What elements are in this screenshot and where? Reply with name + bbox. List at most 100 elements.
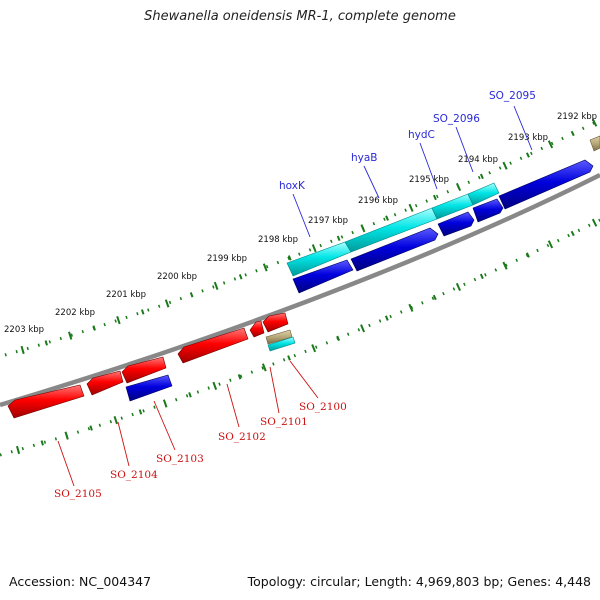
inner-tick-mark (479, 273, 484, 280)
outer-tick-mark (20, 345, 25, 355)
outer-tick-mark (68, 331, 73, 340)
scale-label-2195: 2195 kbp (409, 175, 449, 185)
inner-tick-mark (570, 230, 575, 237)
outer-tick-mark (408, 203, 414, 212)
gene-arrow-so-2096[interactable] (472, 198, 504, 223)
scale-label-2198: 2198 kbp (258, 235, 298, 245)
scale-label-2202: 2202 kbp (55, 308, 95, 318)
gene-arrow-so-2105[interactable] (7, 384, 85, 419)
gene-label-so-2103[interactable]: SO_2103 (156, 453, 204, 465)
gene-label-so-2104[interactable]: SO_2104 (110, 469, 158, 481)
outer-tick-mark (311, 244, 317, 253)
inner-tick-mark (113, 415, 118, 425)
gene-label-so-2105[interactable]: SO_2105 (54, 488, 102, 500)
gene-arrow-hoxk[interactable] (292, 259, 354, 294)
gene-arrow-so-2100[interactable] (262, 312, 289, 333)
inner-tick-mark (547, 240, 554, 249)
gene-labels-bottom: SO_2100 SO_2101 SO_2102 SO_2103 SO_2104 … (54, 401, 347, 500)
cds-feature-so-2096[interactable] (467, 182, 500, 206)
inner-tick-mark (162, 399, 168, 408)
other-feature-so-2094[interactable] (589, 135, 600, 152)
gene-label-hydc[interactable]: hydC (408, 129, 435, 141)
inner-tick-mark (384, 315, 389, 321)
gene-label-so-2095[interactable]: SO_2095 (489, 90, 536, 102)
outer-tick-mark (547, 140, 554, 149)
inner-tick-mark (287, 355, 291, 361)
reverse-strand-features (7, 312, 296, 419)
gene-arrow-so-2095[interactable] (498, 159, 594, 210)
gene-arrow-hydc[interactable] (437, 211, 475, 237)
inner-tick-mark (591, 218, 598, 227)
outer-tick-mark (92, 325, 96, 331)
outer-tick-mark (140, 309, 145, 315)
outer-tick-mark (502, 161, 508, 170)
outer-tick-mark (164, 299, 170, 308)
inner-tick-mark (455, 282, 461, 292)
inner-tick-mark (212, 381, 218, 390)
outer-tick-mark (525, 152, 530, 158)
scale-label-2196: 2196 kbp (358, 196, 398, 206)
gene-label-so-2100[interactable]: SO_2100 (299, 401, 347, 413)
inner-tick-mark (15, 445, 21, 455)
inner-tick-mark (311, 344, 317, 353)
gene-label-hoxk[interactable]: hoxK (279, 180, 306, 192)
inner-tick-mark (64, 431, 69, 440)
inner-tick-mark (237, 374, 242, 380)
accession-text: Accession: NC_004347 (9, 574, 152, 589)
scale-label-2197: 2197 kbp (308, 216, 348, 226)
label-leaders (57, 105, 533, 487)
cds-feature-so-2100[interactable] (267, 336, 296, 352)
inner-tick-mark (408, 303, 414, 312)
inner-tick-mark (336, 335, 341, 342)
inner-tick-mark (432, 294, 437, 301)
inner-tick-mark (525, 252, 530, 258)
gene-arrow-so-2101[interactable] (249, 320, 265, 338)
gene-label-hyab[interactable]: hyaB (351, 152, 378, 164)
outer-tick-mark (591, 118, 598, 127)
outer-tick-mark (479, 173, 484, 180)
scale-label-2199: 2199 kbp (207, 254, 247, 264)
inner-tick-mark (360, 324, 366, 333)
inner-tick-mark (502, 261, 508, 270)
tick-marks (15, 118, 598, 455)
inner-tick-mark (138, 409, 143, 415)
scale-labels: 2192 kbp 2193 kbp 2194 kbp 2195 kbp 2196… (4, 112, 597, 335)
outer-tick-mark (570, 130, 575, 137)
inner-tick-mark (89, 425, 93, 431)
scale-label-2192: 2192 kbp (557, 112, 597, 122)
outer-tick-mark (213, 281, 219, 290)
outer-tick-mark (287, 255, 292, 261)
scale-label-2200: 2200 kbp (157, 272, 197, 282)
outer-tick-mark (262, 263, 268, 272)
outer-tick-track (4, 118, 600, 357)
outer-tick-mark (189, 292, 194, 298)
gene-arrow-so-2103[interactable] (125, 374, 173, 402)
inner-tick-mark (188, 392, 192, 398)
gene-arrow-so-2103-red[interactable] (121, 356, 167, 384)
gene-label-so-2096[interactable]: SO_2096 (433, 113, 480, 125)
other-feature-so-2100[interactable] (265, 329, 293, 345)
gene-label-so-2101[interactable]: SO_2101 (260, 416, 308, 428)
outer-tick-mark (116, 315, 121, 325)
topology-text: Topology: circular; Length: 4,969,803 bp… (247, 574, 591, 589)
gene-label-so-2102[interactable]: SO_2102 (218, 431, 266, 443)
outer-tick-mark (455, 182, 462, 192)
outer-tick-mark (238, 274, 243, 280)
gene-arrow-hyab[interactable] (350, 227, 439, 272)
outer-tick-mark (336, 235, 341, 242)
scale-label-2194: 2194 kbp (458, 155, 498, 165)
map-title: Shewanella oneidensis MR-1, complete gen… (144, 9, 456, 24)
outer-tick-mark (385, 215, 389, 221)
outer-tick-mark (432, 194, 437, 201)
gene-arrow-so-2102[interactable] (177, 327, 249, 364)
outer-tick-mark (44, 340, 48, 346)
inner-tick-mark (40, 440, 44, 446)
scale-label-2193: 2193 kbp (508, 133, 548, 143)
outer-tick-mark (360, 224, 366, 233)
scale-label-2203: 2203 kbp (4, 325, 44, 335)
gene-arrow-so-2104[interactable] (86, 370, 124, 396)
scale-label-2201: 2201 kbp (106, 290, 146, 300)
forward-strand-features (286, 135, 600, 294)
inner-tick-mark (261, 363, 267, 372)
